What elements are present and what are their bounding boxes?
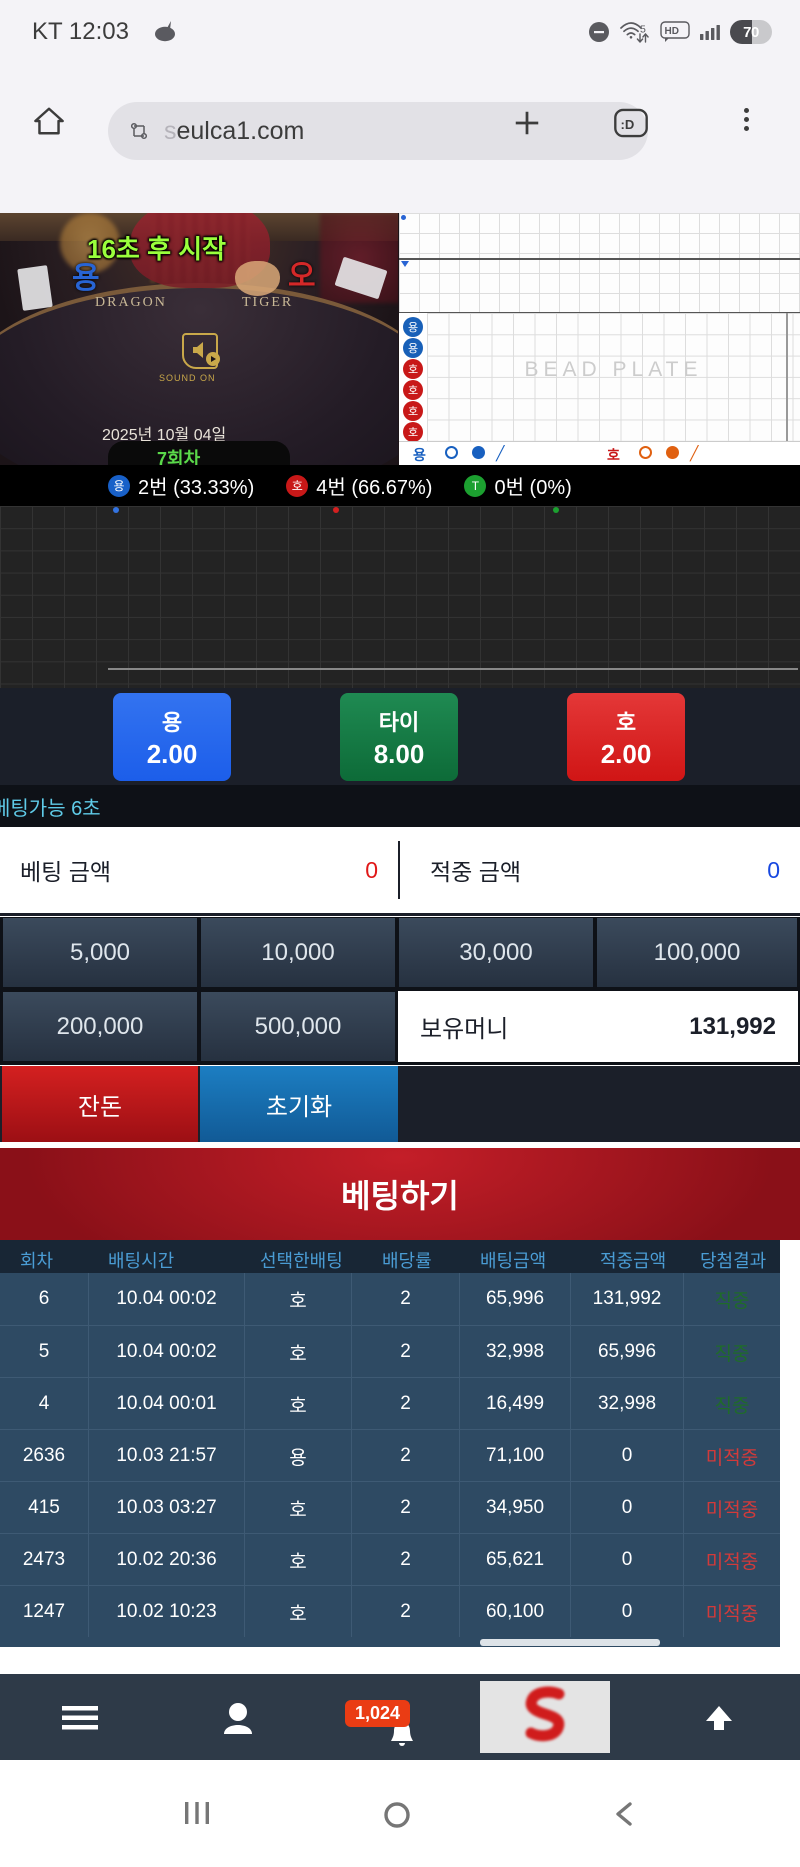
svg-text::D: :D <box>621 117 635 132</box>
svg-text:HD: HD <box>665 26 679 37</box>
